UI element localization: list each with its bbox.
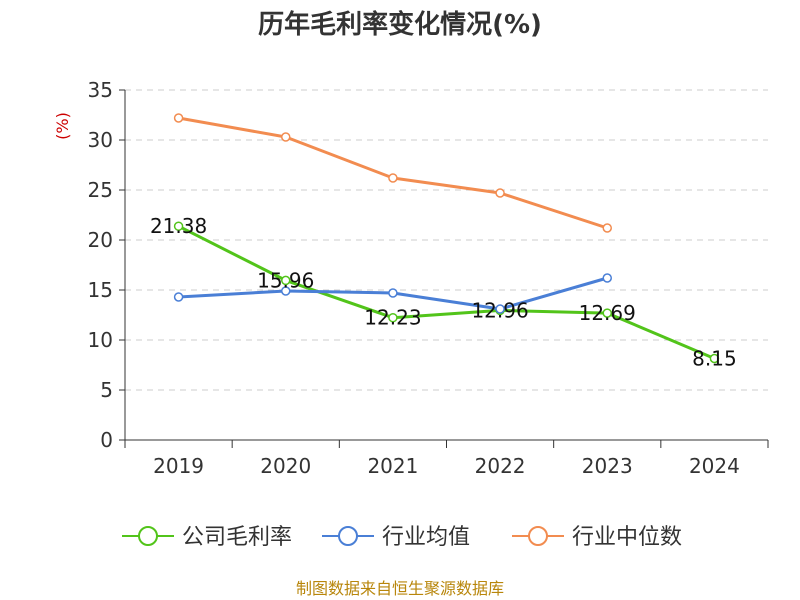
- series-lines: [173, 113, 720, 364]
- data-point: [388, 312, 398, 323]
- legend-label: 公司毛利率: [182, 525, 292, 550]
- data-label: 12.69: [579, 301, 636, 325]
- legend-item: 行业均值: [322, 525, 470, 550]
- data-point: [495, 304, 505, 314]
- legend-item: 公司毛利率: [122, 525, 292, 550]
- data-point: [709, 353, 720, 364]
- data-point: [173, 221, 184, 231]
- data-point: [388, 173, 398, 183]
- y-tick-label: 25: [88, 178, 113, 202]
- y-tick-label: 20: [88, 228, 113, 252]
- legend-marker: [138, 526, 158, 546]
- data-point: [602, 308, 612, 318]
- x-tick-label: 2020: [260, 454, 311, 478]
- data-point: [495, 188, 505, 198]
- y-tick-label: 30: [88, 128, 113, 152]
- legend: 公司毛利率 行业均值 行业中位数: [122, 525, 682, 550]
- data-label: 12.23: [364, 306, 421, 330]
- x-tick-label: 2024: [689, 454, 740, 478]
- data-label: 12.96: [471, 298, 528, 322]
- axes: 0 5 10 15 20 25 30 35 2019 2020 2021 2022 2023 2024: [88, 78, 769, 478]
- grid-lines: [125, 89, 768, 391]
- y-tick-label: 10: [88, 328, 113, 352]
- legend-label: 行业中位数: [572, 525, 682, 550]
- x-tick-label: 2021: [367, 454, 418, 478]
- x-tick-label: 2023: [582, 454, 633, 478]
- legend-marker: [338, 526, 358, 546]
- data-point: [602, 273, 612, 283]
- y-tick-label: 15: [88, 278, 113, 302]
- legend-label: 行业均值: [382, 525, 470, 550]
- data-point: [281, 275, 291, 286]
- legend-marker: [528, 526, 548, 546]
- series-line: [177, 224, 716, 360]
- data-point: [173, 292, 184, 302]
- data-point: [173, 113, 184, 123]
- data-label: 21.38: [150, 214, 207, 238]
- series-line: [178, 116, 608, 230]
- data-point: [602, 223, 612, 233]
- y-axis-unit-label: (%): [53, 112, 72, 140]
- chart-title: 历年毛利率变化情况(%): [258, 9, 542, 40]
- y-tick-label: 5: [100, 378, 113, 402]
- data-labels: 21.38 15.96 12.23 12.96 12.69 8.15: [150, 214, 737, 370]
- y-tick-label: 0: [100, 428, 113, 452]
- x-tick-label: 2019: [153, 454, 204, 478]
- data-point: [281, 132, 291, 142]
- source-note: 制图数据来自恒生聚源数据库: [296, 579, 504, 598]
- data-point: [388, 288, 398, 298]
- data-label: 8.15: [692, 347, 737, 371]
- legend-item: 行业中位数: [512, 525, 682, 550]
- x-tick-label: 2022: [475, 454, 526, 478]
- y-tick-label: 35: [88, 78, 113, 102]
- data-point: [281, 286, 291, 296]
- data-label: 15.96: [257, 268, 314, 292]
